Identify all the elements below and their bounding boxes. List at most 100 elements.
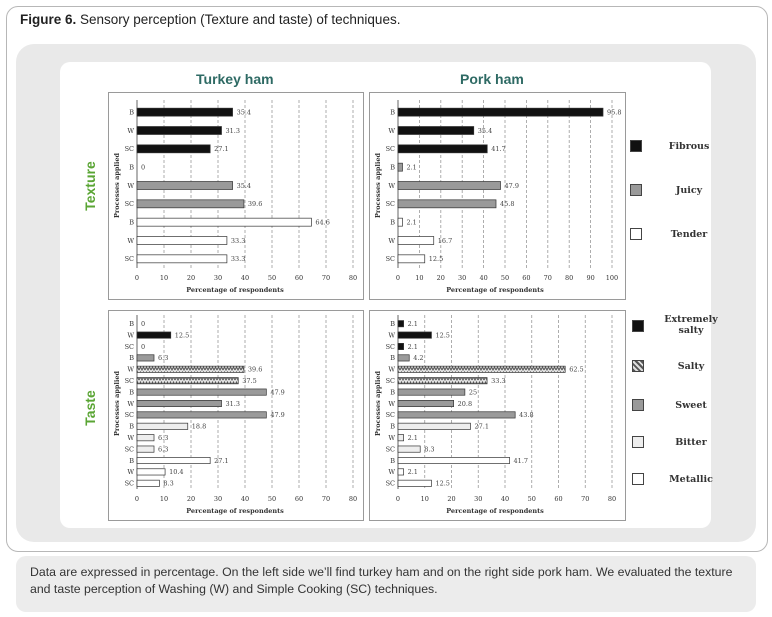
bar-5	[136, 199, 245, 209]
category-label-0: B	[390, 108, 395, 116]
bar-10	[136, 434, 155, 442]
x-tick-label-8: 80	[565, 274, 573, 282]
legend-metallic: Metallic	[632, 473, 713, 485]
x-tick-label-6: 60	[295, 495, 303, 503]
x-tick-label-7: 70	[581, 495, 589, 503]
data-label-1: 35.4	[478, 127, 492, 135]
data-label-1: 12.5	[435, 331, 449, 339]
bar-11	[136, 445, 155, 453]
row-title-texture: Texture	[82, 161, 98, 211]
x-tick-label-0: 0	[135, 274, 139, 282]
data-label-2: 0	[141, 343, 145, 351]
category-label-0: B	[390, 320, 395, 328]
x-tick-label-5: 50	[268, 274, 276, 282]
data-label-6: 64.6	[315, 218, 329, 226]
category-label-5: SC	[386, 377, 395, 385]
legend-label-tender: Tender	[670, 229, 708, 240]
panel-turkey-texture: 0 10 20 30 40 50 60 70 80 Percentage of responden…	[108, 92, 364, 300]
category-label-14: SC	[125, 480, 134, 488]
bar-4	[136, 365, 245, 373]
bar-1	[136, 331, 172, 339]
category-label-13: W	[388, 468, 395, 476]
data-label-0: 0	[141, 320, 145, 328]
x-tick-label-5: 50	[501, 274, 509, 282]
x-tick-label-4: 40	[241, 274, 249, 282]
legend-fibrous: Fibrous	[630, 140, 709, 152]
x-axis-label: Percentage of respondents	[446, 286, 544, 294]
data-label-14: 12.5	[435, 480, 449, 488]
data-label-6: 25	[469, 388, 477, 396]
data-label-9: 27.1	[474, 423, 488, 431]
category-label-3: B	[129, 354, 134, 362]
legend-label-sweet: Sweet	[675, 400, 707, 411]
category-label-1: W	[388, 331, 395, 339]
data-label-10: 2.1	[408, 434, 418, 442]
bar-11	[397, 445, 421, 453]
category-label-4: W	[127, 182, 134, 190]
data-label-8: 43.8	[519, 411, 533, 419]
data-label-5: 45.8	[500, 200, 514, 208]
bar-6	[136, 217, 312, 227]
category-label-9: B	[129, 423, 134, 431]
data-label-1: 31.3	[226, 127, 240, 135]
bar-0	[397, 107, 604, 117]
x-tick-label-8: 80	[349, 274, 357, 282]
category-label-7: W	[127, 237, 134, 245]
data-label-0: 95.8	[607, 108, 621, 116]
chart-turkey-texture: 0 10 20 30 40 50 60 70 80 Percentage of responden…	[113, 100, 357, 294]
x-tick-label-7: 70	[322, 274, 330, 282]
legend-swatch-fibrous	[630, 140, 642, 152]
legend-label-juicy: Juicy	[675, 185, 703, 196]
legend-tender: Tender	[630, 228, 707, 240]
figure-footnote-box: Data are expressed in percentage. On the…	[16, 556, 756, 612]
data-label-14: 8.3	[163, 480, 173, 488]
y-axis-label: Processes applied	[374, 371, 382, 436]
bar-3	[397, 162, 403, 172]
category-label-6: B	[390, 388, 395, 396]
x-tick-label-4: 40	[479, 274, 487, 282]
x-tick-label-7: 70	[544, 274, 552, 282]
panel-turkey-taste: 0 10 20 30 40 50 60 70 80 Percentage of responden…	[108, 310, 364, 521]
x-tick-label-7: 70	[322, 495, 330, 503]
data-label-11: 6.3	[158, 445, 168, 453]
x-tick-label-3: 30	[214, 274, 222, 282]
x-tick-label-2: 20	[187, 495, 195, 503]
bar-4	[397, 365, 566, 373]
chart-pork-texture: 0 10 20 30 40 50 60 70 80 90 100 Percentage of resp…	[374, 100, 621, 294]
figure-footnote: Data are expressed in percentage. On the…	[30, 565, 733, 596]
data-label-13: 2.1	[408, 468, 418, 476]
category-label-12: B	[390, 457, 395, 465]
bar-8	[397, 254, 426, 264]
bar-13	[136, 468, 166, 476]
data-label-4: 35.4	[237, 182, 251, 190]
x-tick-label-5: 50	[268, 495, 276, 503]
bar-2	[136, 144, 211, 154]
chart-pork-taste: 0 10 20 30 40 50 60 70 80 Percentage of responden…	[374, 315, 616, 515]
y-axis-label: Processes applied	[374, 153, 382, 218]
data-label-13: 10.4	[169, 468, 183, 476]
bar-2	[397, 343, 404, 350]
data-label-6: 47.9	[270, 388, 284, 396]
category-label-8: SC	[125, 255, 134, 263]
x-tick-label-2: 20	[187, 274, 195, 282]
x-tick-label-6: 60	[554, 495, 562, 503]
x-tick-label-1: 10	[160, 495, 168, 503]
data-label-8: 12.5	[429, 255, 443, 263]
bar-12	[136, 457, 211, 464]
legend-label-bitter: Bitter	[675, 437, 707, 448]
data-label-2: 27.1	[214, 145, 228, 153]
category-label-2: SC	[125, 343, 134, 351]
category-label-5: SC	[125, 200, 134, 208]
x-tick-label-4: 40	[241, 495, 249, 503]
data-label-0: 35.4	[237, 108, 251, 116]
category-label-5: SC	[125, 377, 134, 385]
panel-pork-taste: 0 10 20 30 40 50 60 70 80 Percentage of responden…	[369, 310, 626, 521]
category-label-6: B	[129, 388, 134, 396]
category-label-7: W	[388, 400, 395, 408]
category-label-3: B	[129, 163, 134, 171]
category-label-1: W	[127, 331, 134, 339]
bar-6	[397, 388, 466, 396]
data-label-1: 12.5	[175, 331, 189, 339]
data-label-0: 2.1	[408, 320, 418, 328]
legend-swatch-bitter	[632, 436, 644, 448]
